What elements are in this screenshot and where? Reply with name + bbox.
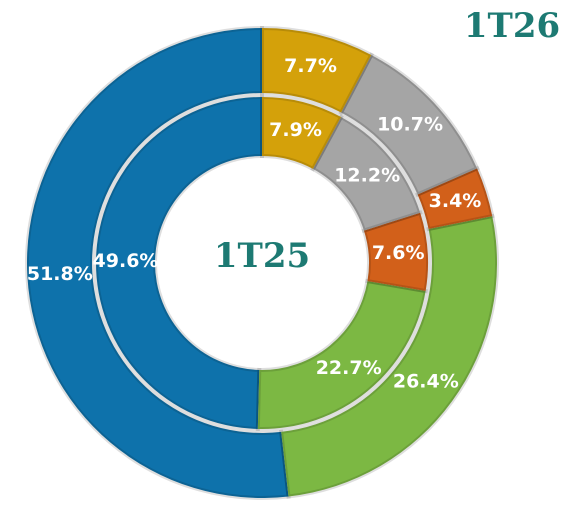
donut-segment bbox=[260, 25, 375, 116]
outer-ring-name: 1T26 bbox=[464, 6, 560, 46]
value-label: 51.8% bbox=[27, 263, 93, 285]
donut-segment bbox=[414, 165, 495, 232]
value-label: 7.9% bbox=[269, 119, 322, 141]
value-label: 12.2% bbox=[334, 164, 400, 186]
donut-segment bbox=[278, 213, 499, 499]
value-label: 26.4% bbox=[393, 371, 459, 393]
value-label: 7.6% bbox=[372, 242, 425, 264]
value-label: 22.7% bbox=[316, 357, 382, 379]
inner-ring-name: 1T25 bbox=[214, 236, 310, 276]
donut-segment bbox=[25, 25, 291, 500]
donut-segment bbox=[255, 278, 428, 431]
value-label: 49.6% bbox=[93, 250, 159, 272]
donut-segment bbox=[361, 210, 430, 294]
donut-segment bbox=[260, 94, 344, 172]
value-label: 10.7% bbox=[377, 113, 443, 135]
value-label: 7.7% bbox=[284, 55, 337, 77]
donut-segment bbox=[94, 94, 264, 432]
donut-segment bbox=[338, 52, 480, 198]
value-label: 3.4% bbox=[429, 190, 482, 212]
donut-segment bbox=[310, 114, 423, 234]
